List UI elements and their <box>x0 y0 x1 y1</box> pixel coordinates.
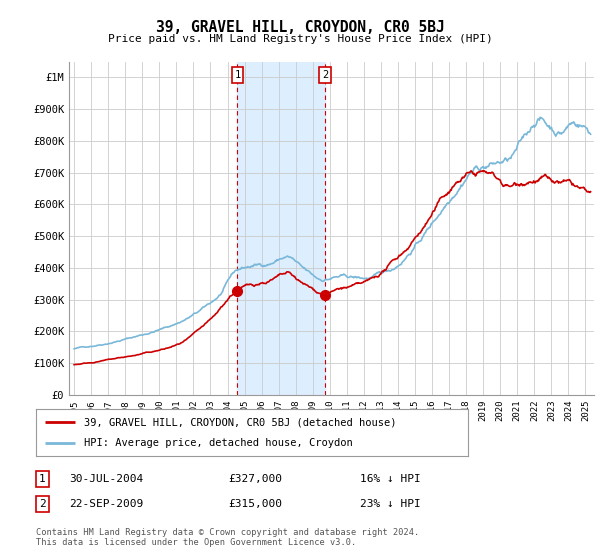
Text: 30-JUL-2004: 30-JUL-2004 <box>69 474 143 484</box>
Text: 23% ↓ HPI: 23% ↓ HPI <box>360 499 421 509</box>
Text: Contains HM Land Registry data © Crown copyright and database right 2024.
This d: Contains HM Land Registry data © Crown c… <box>36 528 419 547</box>
Text: 1: 1 <box>234 70 241 80</box>
Text: £315,000: £315,000 <box>228 499 282 509</box>
Text: 39, GRAVEL HILL, CROYDON, CR0 5BJ: 39, GRAVEL HILL, CROYDON, CR0 5BJ <box>155 20 445 35</box>
Text: 22-SEP-2009: 22-SEP-2009 <box>69 499 143 509</box>
Text: 2: 2 <box>39 499 46 509</box>
Bar <box>238 62 325 395</box>
Text: £327,000: £327,000 <box>228 474 282 484</box>
Text: HPI: Average price, detached house, Croydon: HPI: Average price, detached house, Croy… <box>83 438 352 448</box>
Text: 1: 1 <box>39 474 46 484</box>
Text: 2: 2 <box>322 70 328 80</box>
Text: Price paid vs. HM Land Registry's House Price Index (HPI): Price paid vs. HM Land Registry's House … <box>107 34 493 44</box>
Text: 39, GRAVEL HILL, CROYDON, CR0 5BJ (detached house): 39, GRAVEL HILL, CROYDON, CR0 5BJ (detac… <box>83 417 396 427</box>
Text: 16% ↓ HPI: 16% ↓ HPI <box>360 474 421 484</box>
